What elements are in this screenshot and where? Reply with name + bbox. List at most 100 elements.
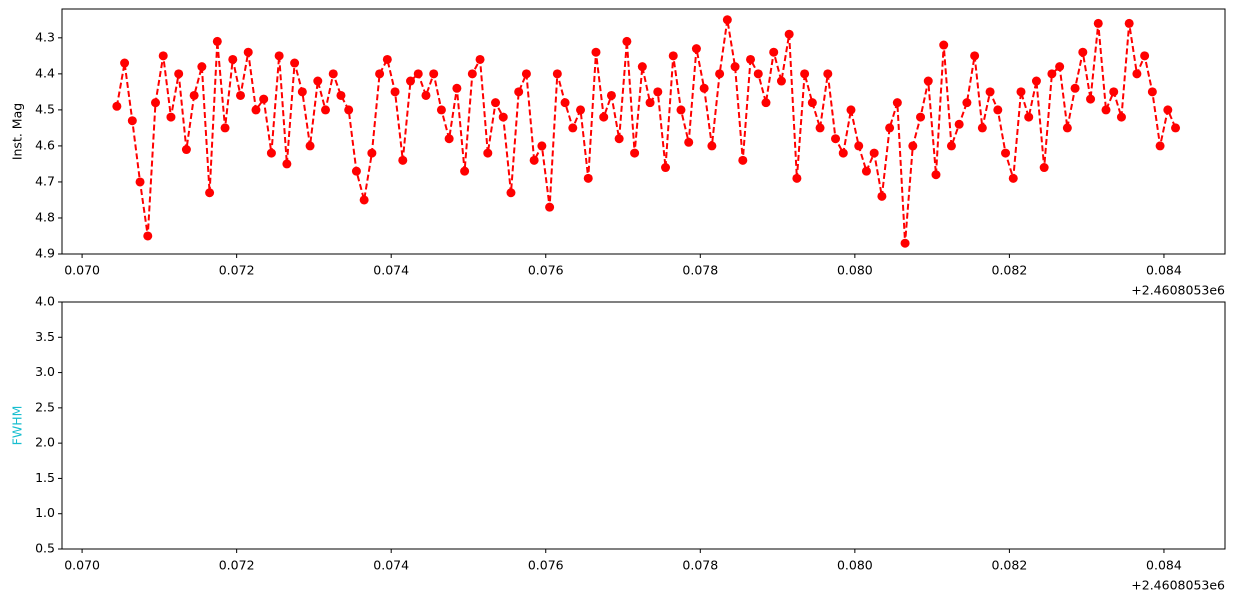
data-point xyxy=(939,40,949,50)
x-tick-label: 0.072 xyxy=(219,558,255,573)
data-point xyxy=(220,123,230,133)
data-point xyxy=(970,51,980,61)
data-point xyxy=(985,87,995,97)
data-point xyxy=(197,62,207,72)
data-point xyxy=(916,112,926,122)
data-point xyxy=(630,148,640,158)
y-tick-label: 2.5 xyxy=(35,399,55,414)
data-point xyxy=(583,173,593,183)
data-point xyxy=(151,98,161,108)
data-point xyxy=(1070,83,1080,93)
data-point xyxy=(699,83,709,93)
data-point xyxy=(1093,18,1103,28)
data-point xyxy=(483,148,493,158)
data-point xyxy=(475,54,485,64)
data-point xyxy=(1163,105,1173,115)
data-point xyxy=(900,238,910,248)
data-point xyxy=(498,112,508,122)
data-point xyxy=(730,62,740,72)
data-point xyxy=(1008,173,1018,183)
data-point xyxy=(877,191,887,201)
data-point xyxy=(923,76,933,86)
data-point xyxy=(344,105,354,115)
data-point xyxy=(676,105,686,115)
x-tick-label: 0.080 xyxy=(837,263,873,278)
data-point xyxy=(993,105,1003,115)
x-tick-label: 0.078 xyxy=(682,558,718,573)
data-point xyxy=(776,76,786,86)
data-point xyxy=(467,69,477,79)
data-point xyxy=(807,98,817,108)
data-point xyxy=(382,54,392,64)
data-point xyxy=(236,90,246,100)
data-point xyxy=(962,98,972,108)
data-point xyxy=(861,166,871,176)
data-point xyxy=(668,51,678,61)
data-point xyxy=(390,87,400,97)
x-tick-label: 0.072 xyxy=(219,263,255,278)
data-point xyxy=(1101,105,1111,115)
data-point xyxy=(653,87,663,97)
y-tick-label: 4.4 xyxy=(35,65,55,80)
data-point xyxy=(1155,141,1165,151)
data-point xyxy=(707,141,717,151)
x-tick-label: 0.084 xyxy=(1146,558,1182,573)
data-point xyxy=(174,69,184,79)
y-tick-label: 4.0 xyxy=(35,294,55,309)
data-point xyxy=(614,134,624,144)
y-tick-label: 1.5 xyxy=(35,470,55,485)
data-point xyxy=(1132,69,1142,79)
data-point xyxy=(691,44,701,54)
y-tick-label: 4.8 xyxy=(35,209,55,224)
data-point xyxy=(869,148,879,158)
x-tick-label: 0.070 xyxy=(64,558,100,573)
data-point xyxy=(158,51,168,61)
y-tick-label: 1.0 xyxy=(35,505,55,520)
data-point xyxy=(800,69,810,79)
data-point xyxy=(514,87,524,97)
data-point xyxy=(282,159,292,169)
x-tick-label: 0.076 xyxy=(528,558,564,573)
data-point xyxy=(413,69,423,79)
data-point xyxy=(506,188,516,198)
x-tick-label: 0.076 xyxy=(528,263,564,278)
data-point xyxy=(375,69,385,79)
x-tick-label: 0.080 xyxy=(837,558,873,573)
data-point xyxy=(854,141,864,151)
data-point xyxy=(274,51,284,61)
data-point xyxy=(112,101,122,111)
subplot: 0.070 0.072 0.074 0.076 0.078 0.080 0.082 0.084… xyxy=(10,8,1226,298)
axes-frame xyxy=(61,301,1226,550)
y-tick-label: 4.6 xyxy=(35,137,55,152)
data-point xyxy=(212,36,222,46)
data-point xyxy=(537,141,547,151)
data-point xyxy=(127,116,137,126)
data-point xyxy=(251,105,261,115)
data-point xyxy=(529,155,539,165)
data-point xyxy=(885,123,895,133)
data-point xyxy=(552,69,562,79)
data-point xyxy=(521,69,531,79)
data-line xyxy=(115,19,1177,244)
data-point xyxy=(753,69,763,79)
data-point xyxy=(892,98,902,108)
data-point xyxy=(1039,163,1049,173)
data-point xyxy=(1055,62,1065,72)
data-point xyxy=(135,177,145,187)
axes-frame xyxy=(61,8,1226,255)
data-point xyxy=(946,141,956,151)
data-point xyxy=(351,166,361,176)
data-point xyxy=(1124,18,1134,28)
data-point xyxy=(576,105,586,115)
data-point xyxy=(838,148,848,158)
y-tick-label: 4.5 xyxy=(35,101,55,116)
data-point xyxy=(645,98,655,108)
data-point xyxy=(1147,87,1157,97)
data-point xyxy=(359,195,369,205)
data-point xyxy=(931,170,941,180)
data-point xyxy=(715,69,725,79)
data-point xyxy=(398,155,408,165)
data-point xyxy=(769,47,779,57)
